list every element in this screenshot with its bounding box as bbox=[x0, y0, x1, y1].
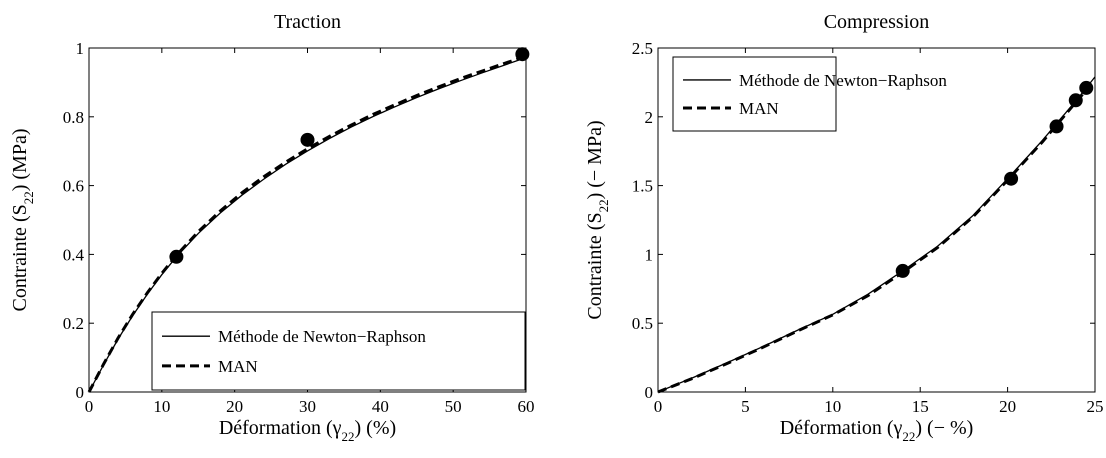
traction-legend-label: MAN bbox=[218, 357, 258, 376]
compression-marker-point bbox=[1068, 93, 1083, 108]
compression-marker-point bbox=[1049, 119, 1064, 134]
compression-y-tick-label: 1.5 bbox=[632, 177, 653, 196]
compression-x-tick-label: 10 bbox=[824, 397, 841, 416]
compression-legend-label: Méthode de Newton−Raphson bbox=[739, 71, 947, 90]
compression-plot-frame bbox=[657, 47, 1096, 393]
traction-chart: 0 10 20 30 40 50 60 0 0.2 0.4 0.6 0.8 1 Traction Défor… bbox=[9, 11, 535, 444]
compression-legend-box bbox=[672, 56, 837, 132]
compression-y-tick-label: 0.5 bbox=[632, 314, 653, 333]
compression-y-tick-label: 2 bbox=[645, 108, 654, 127]
compression-x-tick-label: 20 bbox=[999, 397, 1016, 416]
traction-x-tick-label: 50 bbox=[445, 397, 462, 416]
compression-marker-point bbox=[1079, 80, 1094, 95]
compression-x-axis-label: Déformation (γ22) (− %) bbox=[780, 417, 974, 444]
traction-y-tick-label: 1 bbox=[76, 39, 85, 58]
traction-x-tick-label: 60 bbox=[518, 397, 535, 416]
traction-y-axis-label: Contrainte (S22) (MPa) bbox=[9, 129, 36, 312]
traction-x-tick-label: 0 bbox=[85, 397, 94, 416]
compression-x-tick-label: 5 bbox=[741, 397, 750, 416]
compression-marker-point bbox=[895, 263, 910, 278]
traction-marker-point bbox=[169, 249, 184, 264]
compression-x-tick-label: 25 bbox=[1087, 397, 1104, 416]
traction-y-tick-label: 0.6 bbox=[63, 177, 84, 196]
traction-y-tick-label: 0.4 bbox=[63, 245, 85, 264]
compression-y-axis-label: Contrainte (S22) (− MPa) bbox=[584, 120, 611, 319]
compression-y-tick-label: 0 bbox=[645, 383, 654, 402]
traction-y-tick-label: 0.2 bbox=[63, 314, 84, 333]
traction-title: Traction bbox=[274, 11, 341, 33]
compression-marker-point bbox=[1004, 171, 1019, 186]
traction-x-tick-label: 20 bbox=[226, 397, 243, 416]
compression-chart: 0 5 10 15 20 25 0 0.5 1 1.5 2 2.5 Compression Déforma… bbox=[584, 11, 1104, 444]
traction-y-tick-label: 0 bbox=[76, 383, 85, 402]
traction-x-tick-label: 10 bbox=[153, 397, 170, 416]
traction-y-tick-label: 0.8 bbox=[63, 108, 84, 127]
traction-marker-point bbox=[515, 47, 530, 62]
traction-legend: Méthode de Newton−Raphson MAN bbox=[151, 311, 526, 391]
compression-x-tick-label: 15 bbox=[912, 397, 929, 416]
compression-legend: Méthode de Newton−Raphson MAN bbox=[672, 56, 947, 132]
compression-legend-label: MAN bbox=[739, 99, 779, 118]
compression-series-man bbox=[657, 86, 1090, 394]
traction-x-axis-label: Déformation (γ22) (%) bbox=[219, 417, 396, 444]
traction-x-tick-label: 30 bbox=[299, 397, 316, 416]
traction-legend-box bbox=[151, 311, 526, 391]
compression-title: Compression bbox=[824, 11, 930, 33]
compression-x-tick-label: 0 bbox=[654, 397, 663, 416]
compression-y-tick-label: 2.5 bbox=[632, 39, 653, 58]
traction-marker-point bbox=[300, 132, 315, 147]
traction-series-man bbox=[87, 54, 527, 393]
compression-y-tick-label: 1 bbox=[645, 245, 654, 264]
traction-x-tick-label: 40 bbox=[372, 397, 389, 416]
traction-legend-label: Méthode de Newton−Raphson bbox=[218, 327, 426, 346]
